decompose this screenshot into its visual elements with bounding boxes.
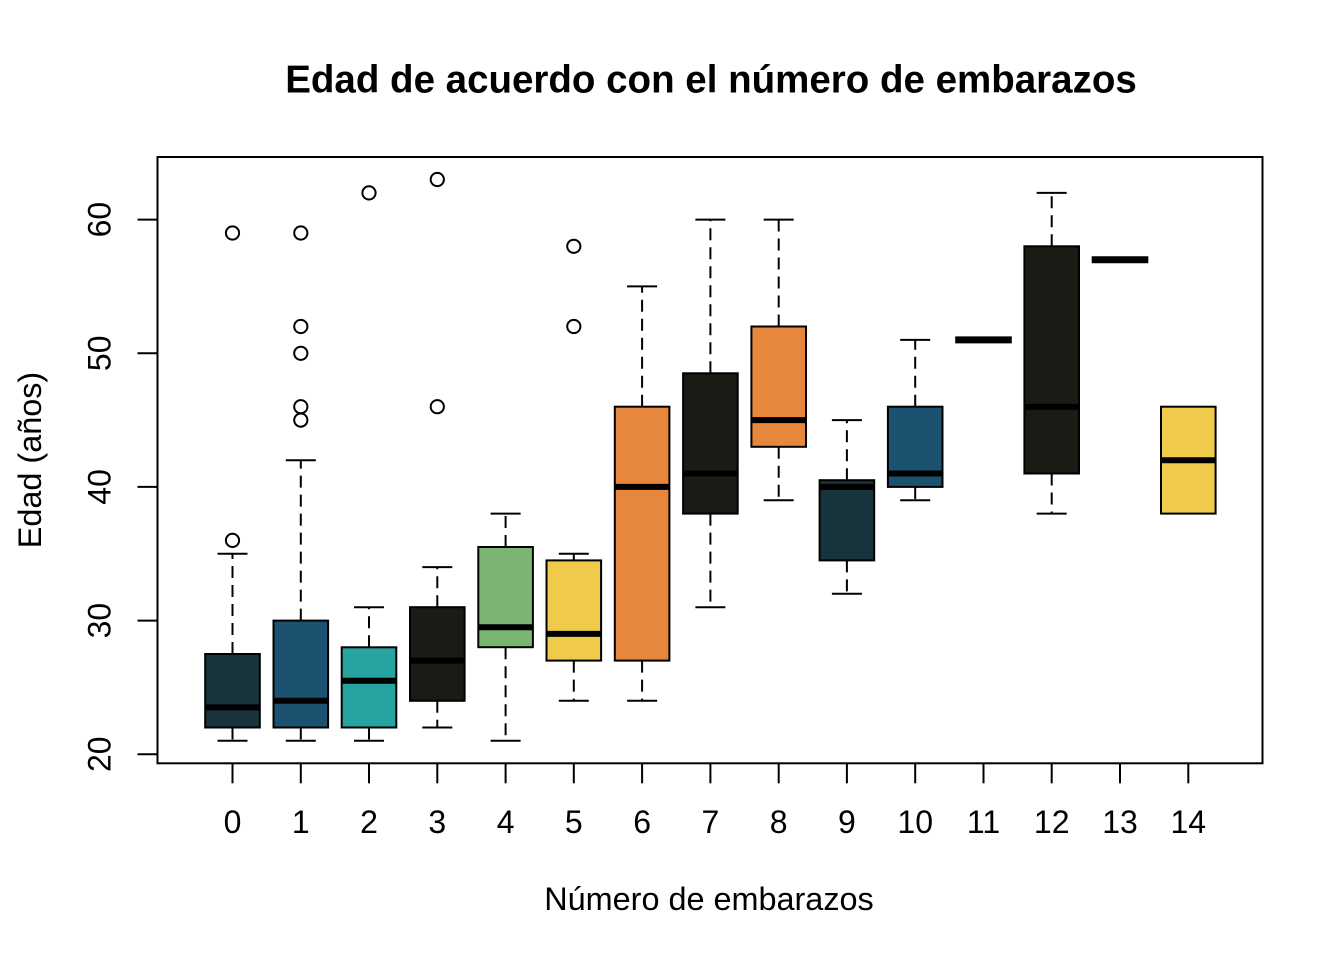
svg-text:12: 12 [1034,804,1070,840]
svg-text:10: 10 [897,804,933,840]
svg-text:0: 0 [224,804,242,840]
svg-text:4: 4 [497,804,515,840]
svg-text:60: 60 [82,202,118,238]
svg-text:Edad de acuerdo con el número: Edad de acuerdo con el número de embaraz… [285,59,1137,102]
svg-text:11: 11 [967,804,1000,840]
svg-text:13: 13 [1102,804,1138,840]
svg-text:30: 30 [82,603,118,639]
svg-text:3: 3 [428,804,446,840]
svg-text:50: 50 [82,336,118,372]
svg-text:1: 1 [292,804,310,840]
svg-text:9: 9 [838,804,856,840]
svg-text:2: 2 [360,804,378,840]
svg-text:Edad (años): Edad (años) [12,372,48,548]
svg-text:8: 8 [770,804,788,840]
svg-text:6: 6 [633,804,651,840]
svg-text:20: 20 [82,736,118,772]
svg-text:7: 7 [702,804,720,840]
svg-text:40: 40 [82,469,118,505]
svg-text:5: 5 [565,804,583,840]
svg-text:14: 14 [1171,804,1207,840]
svg-text:Número de embarazos: Número de embarazos [544,881,873,917]
